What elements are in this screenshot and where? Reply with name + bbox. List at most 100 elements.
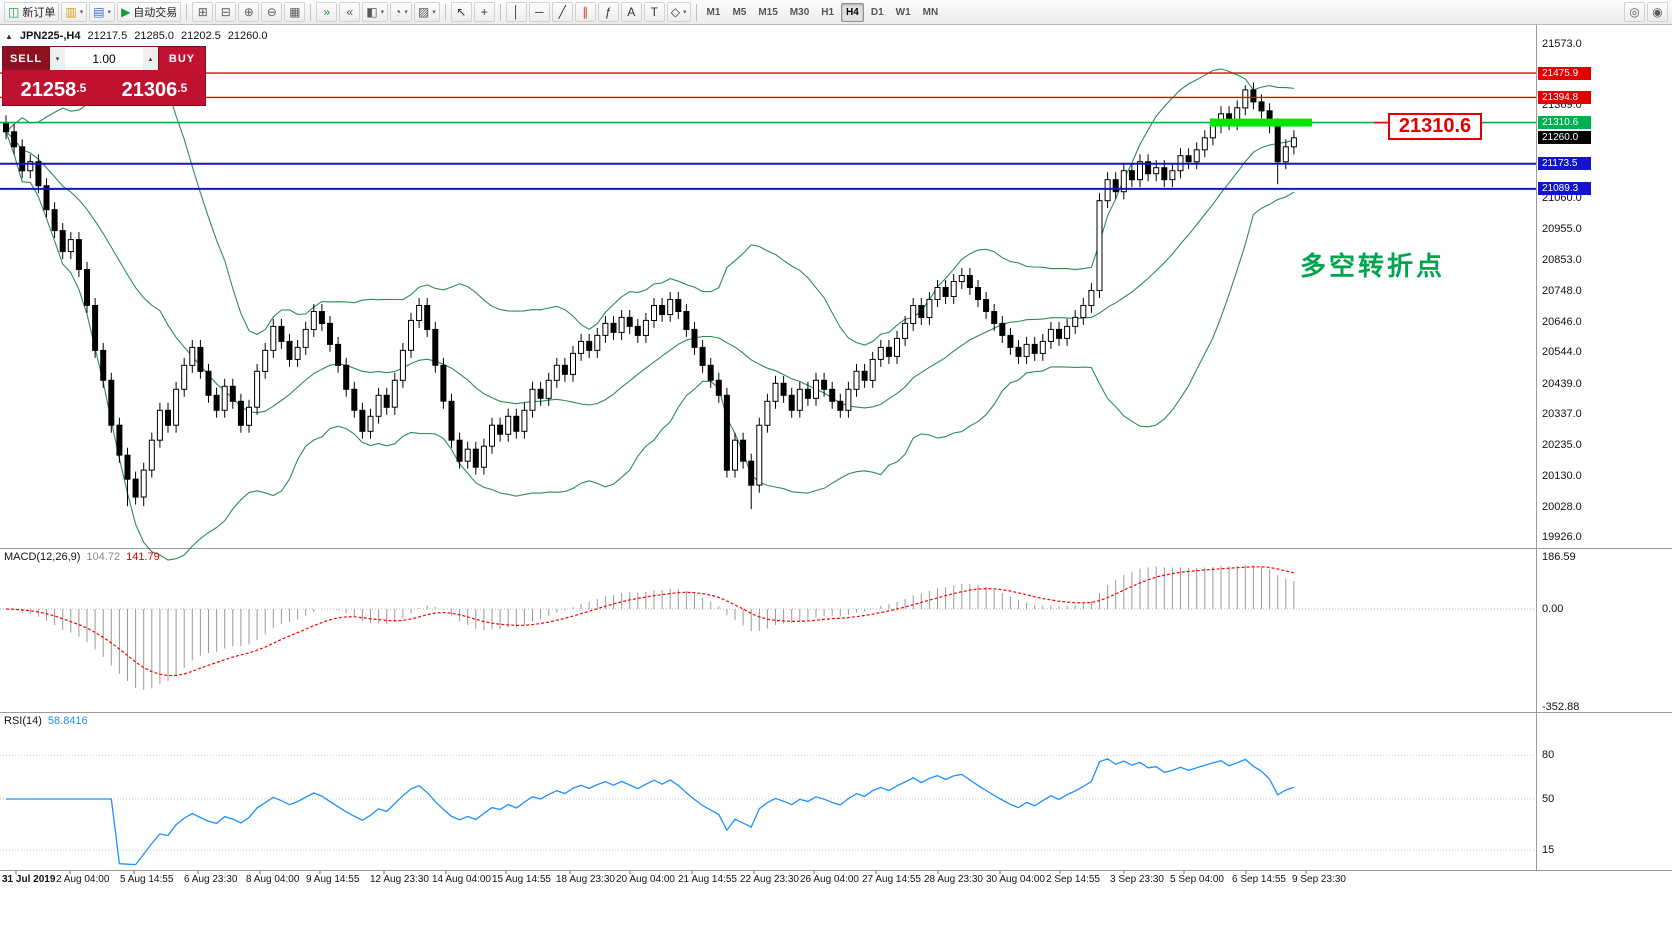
cascade-windows-icon-glyph: ⊟: [220, 5, 231, 19]
panel-separators: [0, 25, 1672, 871]
toolbar-button-groups: ◫ 新订单 ▥ ▾ ▤ ▾ ▶ 自动交易 ⊞ ⊟ ⊕ ⊖ ▦» «◧ ▾ ◔ ▾ ▨ ▾ ↖ + │ ─ ╱ ∥ ƒ A T ◇ ▾: [3, 2, 692, 22]
chart-header: ▲ JPN225-,H4 21217.5 21285.0 21202.5 212…: [5, 30, 268, 42]
horizontal-line-icon-glyph: ─: [535, 5, 544, 19]
templates-icon[interactable]: ▨ ▾: [413, 2, 440, 22]
vertical-line-icon[interactable]: │: [505, 2, 527, 22]
timeframe-m15[interactable]: M15: [753, 3, 782, 22]
tile-grid-icon[interactable]: ▦: [284, 2, 306, 22]
fibonacci-icon[interactable]: ƒ: [597, 2, 619, 22]
trendline-icon[interactable]: ╱: [551, 2, 573, 22]
toolbar-separator: [186, 3, 188, 21]
trendline-icon-glyph: ╱: [558, 5, 566, 19]
dropdown-caret-icon: ▾: [380, 9, 385, 16]
profiles-button[interactable]: ▤ ▾: [89, 2, 116, 22]
time-axis-ticks: [15, 871, 1307, 874]
buy-price-frac: .5: [177, 81, 188, 95]
cascade-windows-icon[interactable]: ⊟: [215, 2, 237, 22]
search-icon[interactable]: ◎: [1624, 2, 1645, 22]
rsi-line: [6, 758, 1295, 866]
macd-signal-value: 141.79: [126, 551, 160, 563]
timeframe-mn[interactable]: MN: [918, 3, 944, 22]
cursor-icon-glyph: ↖: [456, 5, 467, 19]
buy-price[interactable]: 21306 .5: [104, 70, 205, 105]
crosshair-icon[interactable]: +: [473, 2, 495, 22]
period-clock-icon-glyph: ◔: [394, 5, 402, 19]
volume-input[interactable]: [65, 47, 143, 70]
zoom-out-icon[interactable]: ⊖: [261, 2, 283, 22]
toolbar-separator: [695, 3, 697, 21]
sell-button[interactable]: SELL: [3, 47, 50, 70]
autotrading-glyph: ▶: [121, 5, 131, 19]
new-order-button[interactable]: ◫ 新订单: [4, 2, 60, 22]
toolbar-separator: [444, 3, 446, 21]
volume-decrease-button[interactable]: ▾: [50, 47, 65, 70]
volume-increase-button[interactable]: ▴: [143, 47, 158, 70]
autoscroll-icon[interactable]: »: [316, 2, 338, 22]
zoom-in-icon-glyph: ⊕: [243, 5, 254, 19]
pivot-price-callout[interactable]: 21310.6: [1388, 113, 1482, 140]
toolbar-separator: [310, 3, 312, 21]
sell-price-frac: .5: [76, 81, 87, 95]
timeframe-toolbar: M1 M5 M15 M30 H1 H4 D1 W1 MN: [701, 2, 945, 22]
macd-histogram: [13, 564, 1295, 690]
toolbar-right-icons: ◎ ◉: [1623, 2, 1669, 22]
crosshair-icon-glyph: +: [480, 5, 488, 19]
zoom-out-icon-glyph: ⊖: [266, 5, 277, 19]
chart-shift-icon[interactable]: «: [339, 2, 361, 22]
new-chart-glyph: ▥: [65, 5, 77, 19]
fibonacci-icon-glyph: ƒ: [604, 5, 612, 19]
chart-wizard-icon[interactable]: ◧ ▾: [362, 2, 389, 22]
timeframe-d1[interactable]: D1: [866, 3, 889, 22]
toolbar-separator: [499, 3, 501, 21]
timeframe-m30[interactable]: M30: [785, 3, 814, 22]
macd-value: 104.72: [86, 551, 121, 563]
timeframe-m5[interactable]: M5: [727, 3, 751, 22]
trade-panel-controls: SELL ▾ ▴ BUY: [3, 47, 205, 70]
label-icon[interactable]: T: [643, 2, 665, 22]
vertical-line-icon-glyph: │: [512, 5, 521, 19]
timeframe-w1[interactable]: W1: [891, 3, 916, 22]
autoscroll-icon-glyph: »: [323, 5, 331, 19]
one-click-collapse-icon[interactable]: ▲: [5, 31, 13, 41]
dropdown-caret-icon: ▾: [432, 9, 436, 16]
one-click-trading-panel: SELL ▾ ▴ BUY 21258 .5 21306 .5: [2, 46, 206, 106]
cursor-icon[interactable]: ↖: [450, 2, 472, 22]
community-icon[interactable]: ◉: [1647, 2, 1668, 22]
main-toolbar: ◫ 新订单 ▥ ▾ ▤ ▾ ▶ 自动交易 ⊞ ⊟ ⊕ ⊖ ▦» «◧ ▾ ◔ ▾ ▨ ▾ ↖ + │ ─ ╱ ∥ ƒ A T ◇ ▾ M1…: [0, 0, 1672, 25]
shapes-icon-glyph: ◇: [670, 5, 681, 19]
text-icon-glyph: A: [627, 5, 636, 19]
bollinger-bands: [5, 50, 1295, 561]
timeframe-h4[interactable]: H4: [841, 2, 864, 22]
period-clock-icon[interactable]: ◔ ▾: [390, 2, 412, 22]
timeframe-h1[interactable]: H1: [816, 3, 839, 22]
zoom-in-icon[interactable]: ⊕: [238, 2, 260, 22]
text-icon[interactable]: A: [620, 2, 642, 22]
timeframe-m1[interactable]: M1: [702, 3, 726, 22]
chart-shift-icon-glyph: «: [346, 5, 354, 19]
dropdown-caret-icon: ▾: [683, 9, 687, 16]
horizontal-line-icon[interactable]: ─: [528, 2, 550, 22]
ohlc-open: 21217.5: [87, 30, 128, 42]
new-order-glyph: ◫: [8, 5, 20, 19]
tile-windows-icon-glyph: ⊞: [197, 5, 208, 19]
macd-name: MACD(12,26,9): [4, 551, 81, 563]
ohlc-low: 21202.5: [181, 30, 221, 42]
dropdown-caret-icon: ▾: [107, 9, 112, 16]
new-chart-button[interactable]: ▥ ▾: [61, 2, 88, 22]
pivot-note-text[interactable]: 多空转折点: [1300, 251, 1446, 281]
rsi-name: RSI(14): [4, 715, 42, 727]
sell-price[interactable]: 21258 .5: [3, 70, 104, 105]
dropdown-caret-icon: ▾: [404, 9, 408, 16]
autotrading-button[interactable]: ▶ 自动交易: [117, 2, 182, 22]
buy-button[interactable]: BUY: [158, 47, 205, 70]
sell-price-main: 21258: [20, 79, 77, 101]
pivot-highlight-segment[interactable]: [1210, 118, 1312, 127]
ohlc-high: 21285.0: [134, 30, 174, 42]
channel-icon[interactable]: ∥: [574, 2, 596, 22]
tile-windows-icon[interactable]: ⊞: [192, 2, 214, 22]
shapes-icon[interactable]: ◇ ▾: [666, 2, 691, 22]
channel-icon-glyph: ∥: [582, 5, 589, 19]
